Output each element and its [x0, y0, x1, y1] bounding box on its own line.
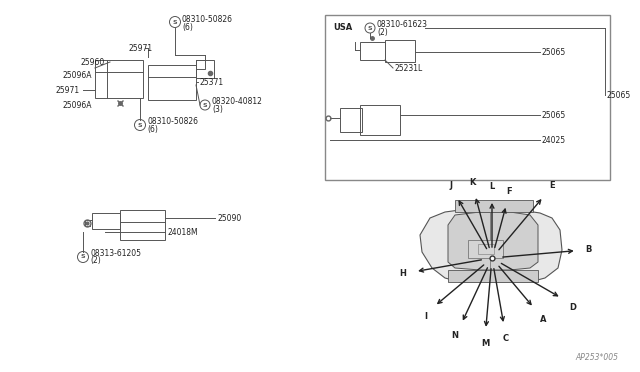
Text: 08310-50826: 08310-50826	[182, 15, 233, 23]
Text: 08310-50826: 08310-50826	[147, 116, 198, 125]
Bar	[455, 200, 533, 212]
Text: 25371: 25371	[200, 77, 224, 87]
Bar	[468, 240, 503, 258]
Polygon shape	[420, 210, 562, 282]
Text: (2): (2)	[377, 28, 388, 36]
Text: M: M	[481, 339, 489, 348]
Text: 25065: 25065	[607, 90, 631, 99]
Text: 25971: 25971	[128, 44, 152, 52]
Text: 08310-61623: 08310-61623	[377, 19, 428, 29]
Bar	[325, 15, 610, 180]
Text: 25065: 25065	[542, 48, 566, 57]
Text: 25971: 25971	[55, 86, 79, 94]
Text: N: N	[451, 331, 458, 340]
Text: D: D	[569, 302, 576, 311]
Text: USA: USA	[333, 22, 352, 32]
Text: F: F	[506, 187, 511, 196]
Text: 25096A: 25096A	[62, 71, 92, 80]
Text: H: H	[399, 269, 406, 278]
Bar	[95, 60, 143, 98]
Text: 24025: 24025	[542, 135, 566, 144]
Bar	[196, 60, 205, 69]
Text: 25231L: 25231L	[395, 64, 423, 73]
Bar	[148, 65, 196, 100]
Text: 25096A: 25096A	[62, 100, 92, 109]
Bar	[385, 40, 415, 62]
Text: E: E	[549, 181, 555, 190]
Text: S: S	[203, 103, 207, 108]
Bar	[92, 213, 120, 229]
Text: (2): (2)	[90, 257, 100, 266]
Text: B: B	[586, 245, 592, 254]
Text: (6): (6)	[182, 22, 193, 32]
Text: A: A	[540, 315, 546, 324]
Bar	[120, 210, 165, 240]
Text: 08313-61205: 08313-61205	[90, 248, 141, 257]
Bar	[448, 270, 538, 282]
Text: S: S	[81, 254, 85, 260]
Text: 08320-40812: 08320-40812	[212, 96, 263, 106]
Text: AP253*005: AP253*005	[575, 353, 618, 362]
Text: 25960: 25960	[80, 58, 104, 67]
Text: 25065: 25065	[542, 110, 566, 119]
Text: C: C	[502, 334, 508, 343]
Text: S: S	[368, 26, 372, 31]
Bar	[360, 105, 400, 135]
Text: (6): (6)	[147, 125, 158, 134]
Bar	[478, 244, 494, 254]
Text: 25090: 25090	[217, 214, 241, 222]
Text: J: J	[449, 180, 452, 190]
Text: S: S	[138, 122, 142, 128]
Polygon shape	[448, 212, 538, 270]
Text: I: I	[425, 312, 428, 321]
Text: K: K	[470, 177, 476, 186]
Bar	[340, 108, 362, 132]
Text: L: L	[490, 182, 495, 191]
Bar	[196, 60, 214, 78]
Text: (3): (3)	[212, 105, 223, 113]
Text: 24018M: 24018M	[167, 228, 198, 237]
Text: S: S	[173, 19, 177, 25]
Bar	[360, 42, 385, 60]
